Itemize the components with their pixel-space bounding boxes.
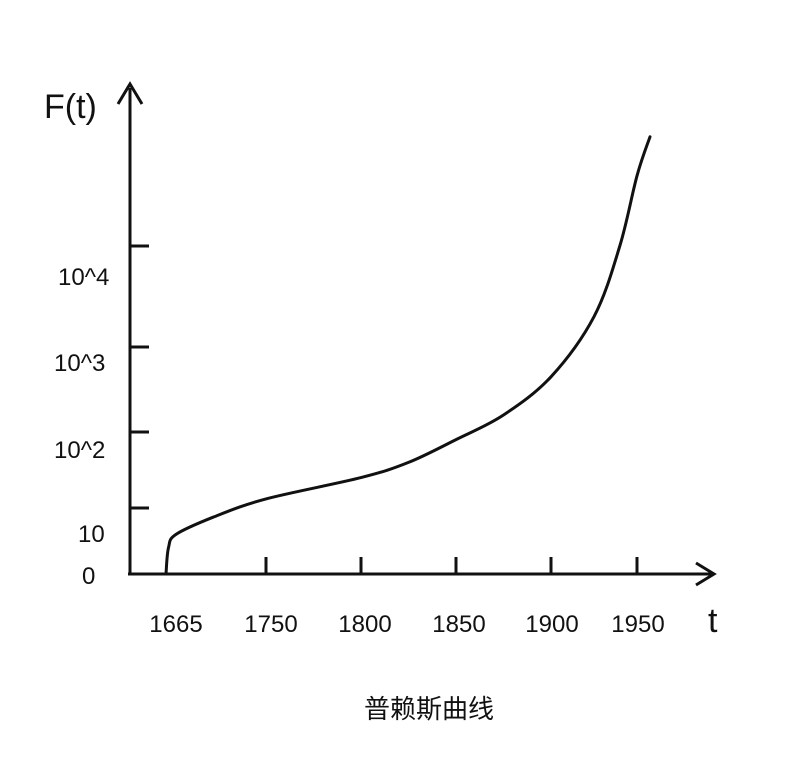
chart-caption: 普赖斯曲线 <box>364 695 494 725</box>
series-line <box>164 135 652 576</box>
y-axis-label: F(t) <box>44 88 97 126</box>
y-axis-arrow <box>116 81 144 105</box>
x-axis-label: t <box>708 602 718 640</box>
x-tick-label-1800: 1800 <box>338 611 391 638</box>
y-tick-label-10-3: 10^3 <box>54 350 105 377</box>
y-tick-label-10-4: 10^4 <box>58 264 109 291</box>
y-tick-label-10-2: 10^2 <box>54 437 105 464</box>
x-tick-label-1665: 1665 <box>149 611 202 638</box>
x-tick-label-1900: 1900 <box>525 611 578 638</box>
y-tick-label-10: 10 <box>78 521 105 548</box>
x-tick-label-1750: 1750 <box>244 611 297 638</box>
x-tick-label-1850: 1850 <box>432 611 485 638</box>
x-tick-label-1950: 1950 <box>611 611 664 638</box>
y-tick-label-0: 0 <box>82 563 95 590</box>
x-axis-arrow <box>695 561 717 587</box>
